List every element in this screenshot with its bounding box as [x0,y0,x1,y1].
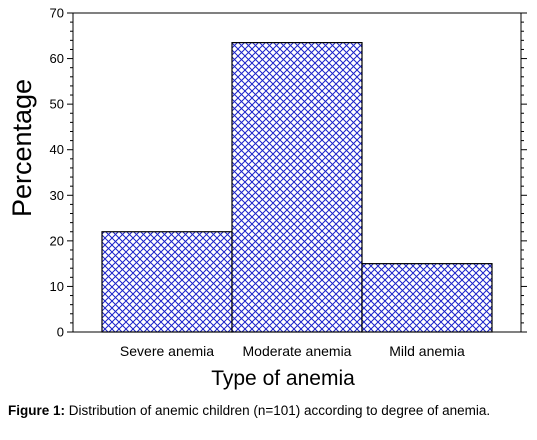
y-tick-label: 30 [50,188,64,203]
y-tick-label: 70 [50,6,64,21]
x-category-label: Severe anemia [120,343,214,359]
caption-text: Distribution of anemic children (n=101) … [65,403,491,418]
bar [101,231,233,333]
bar [361,263,493,333]
x-category-label: Mild anemia [389,343,465,359]
y-tick-label: 10 [50,279,64,294]
y-tick-label: 60 [50,51,64,66]
y-tick-label: 20 [50,233,64,248]
y-tick-label: 50 [50,97,64,112]
x-category-label: Moderate anemia [243,343,352,359]
chart-canvas: 0 10 20 30 40 50 60 70 Severe anemia Moderate an… [7,6,527,390]
y-tick-label: 40 [50,142,64,157]
figure-caption: Figure 1: Distribution of anemic childre… [8,402,529,419]
y-axis-title: Percentage [7,79,37,217]
y-tick-label: 0 [57,325,64,340]
caption-label: Figure 1: [8,403,66,418]
bar [231,42,363,333]
x-axis-title: Type of anemia [211,367,355,390]
